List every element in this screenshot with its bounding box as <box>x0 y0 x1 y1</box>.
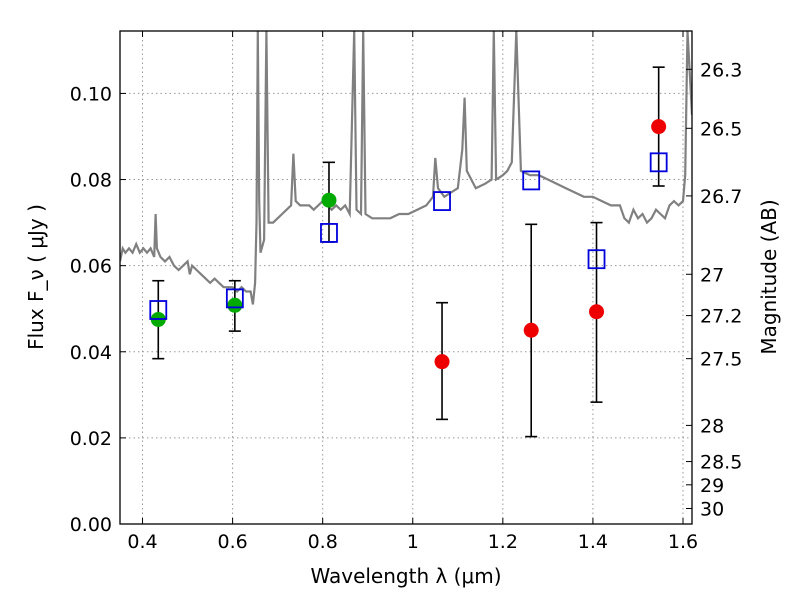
red-data-point <box>651 119 667 135</box>
model-square <box>433 191 451 211</box>
y2-tick-label: 27 <box>700 264 724 286</box>
x-tick-label: 1.6 <box>668 531 698 553</box>
plot-frame <box>119 30 693 525</box>
green-data-point <box>227 297 243 313</box>
y-tick-label: 0.08 <box>70 170 112 192</box>
y-axis-label: Flux F_ν ( μJy ) <box>24 204 48 350</box>
x-tick-label: 1.4 <box>578 531 608 553</box>
y-tick-label: 0.04 <box>70 342 112 364</box>
observed-points <box>150 119 667 370</box>
model-photometry-squares <box>149 152 668 320</box>
y2-tick-label: 26.3 <box>700 59 742 81</box>
model-square <box>149 300 168 320</box>
y2-tick-label: 27.2 <box>700 306 742 328</box>
x-tick-label: 1.2 <box>488 531 518 553</box>
model-square <box>649 152 668 173</box>
y-tick-label: 0.10 <box>70 83 112 105</box>
x-tick-label: 0.6 <box>217 531 247 553</box>
axis-ticks: 0.4 0.6 0.8 1 1.2 1.4 1.6 0.00 0.02 0.04 0.06 0.08 0… <box>70 31 742 553</box>
model-spectrum-line <box>120 31 692 305</box>
y2-tick-label: 30 <box>700 498 724 520</box>
model-square <box>320 223 338 243</box>
x-tick-label: 0.4 <box>127 531 157 553</box>
model-square <box>225 288 244 309</box>
x-tick-label: 1 <box>407 531 419 553</box>
y2-tick-label: 26.5 <box>700 118 742 140</box>
y-tick-label: 0.00 <box>70 514 112 536</box>
red-data-point <box>589 304 605 320</box>
red-data-point <box>434 354 450 370</box>
green-data-point <box>321 192 337 208</box>
x-tick-label: 0.8 <box>308 531 338 553</box>
y2-tick-label: 26.7 <box>700 186 742 208</box>
grid-lines <box>120 31 692 525</box>
y-tick-label: 0.02 <box>70 428 112 450</box>
y-tick-label: 0.06 <box>70 256 112 278</box>
y2-axis-label: Magnitude (AB) <box>757 199 781 354</box>
model-square <box>522 170 541 191</box>
model-square <box>587 249 606 270</box>
y2-tick-label: 27.5 <box>700 349 742 371</box>
y2-tick-label: 28.5 <box>700 452 742 474</box>
y2-tick-label: 28 <box>700 415 724 437</box>
y2-tick-label: 29 <box>700 475 724 497</box>
red-data-point <box>523 322 539 338</box>
x-axis-label: Wavelength λ (μm) <box>310 564 501 588</box>
